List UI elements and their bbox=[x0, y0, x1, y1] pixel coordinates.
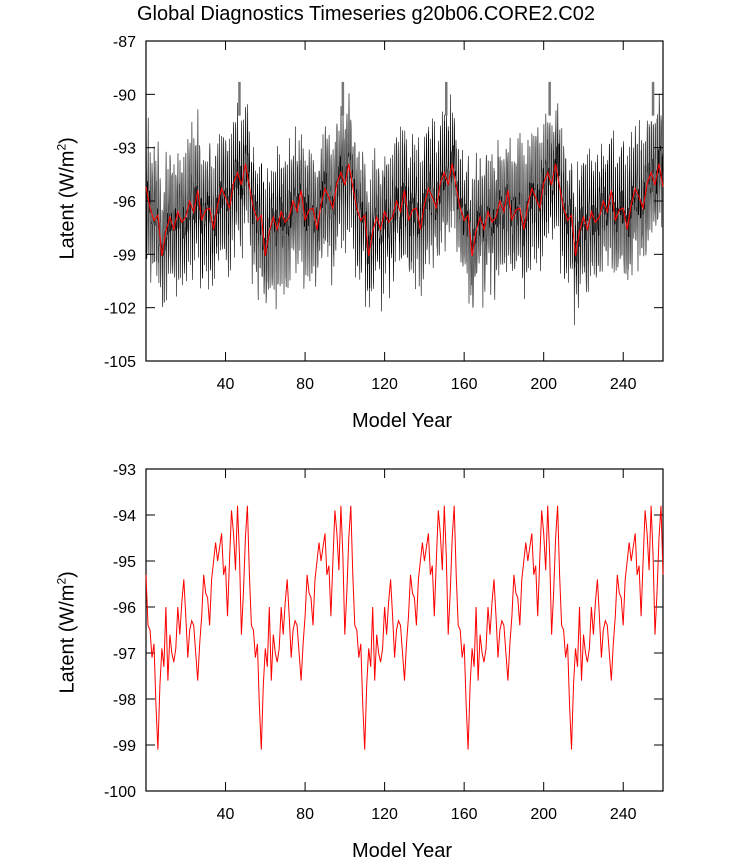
chart-bottom-y-tick-label: -97 bbox=[113, 646, 136, 663]
chart-top-y-tick-label: -96 bbox=[113, 194, 136, 211]
chart-bottom-y-tick-label: -96 bbox=[113, 600, 136, 617]
chart-bottom-x-tick-label: 120 bbox=[371, 806, 398, 823]
chart-top-y-axis-label: Latent (W/m2) bbox=[55, 128, 80, 268]
chart-top-x-tick-label: 200 bbox=[530, 376, 557, 393]
chart-top-x-tick-label: 240 bbox=[610, 376, 637, 393]
figure-title: Global Diagnostics Timeseries g20b06.COR… bbox=[137, 3, 595, 25]
chart-bottom-y-axis-label: Latent (W/m2) bbox=[55, 562, 80, 702]
chart-top-y-axis-label-tail: ) bbox=[56, 137, 79, 144]
chart-bottom-x-tick-label: 40 bbox=[217, 806, 235, 823]
chart-top-y-tick-label: -87 bbox=[113, 34, 136, 51]
chart-top-x-tick-label: 120 bbox=[371, 376, 398, 393]
chart-bottom-y-tick-label: -93 bbox=[113, 462, 136, 479]
chart-bottom-y-tick-label: -99 bbox=[113, 738, 136, 755]
chart-bottom-annual-series-line bbox=[145, 505, 664, 750]
chart-top-y-axis-label-sup: 2 bbox=[54, 143, 69, 151]
chart-top-annual-mean-series-line bbox=[145, 163, 664, 257]
chart-bottom-y-tick-label: -95 bbox=[113, 554, 136, 571]
chart-bottom-x-axis-label: Model Year bbox=[352, 840, 453, 862]
chart-top-x-tick-label: 80 bbox=[296, 376, 314, 393]
chart-bottom-y-axis-label-tail: ) bbox=[56, 571, 79, 578]
chart-top-x-tick-label: 160 bbox=[451, 376, 478, 393]
chart-bottom-y-axis-label-main: Latent (W/m bbox=[56, 584, 79, 694]
chart-bottom-x-tick-label: 200 bbox=[530, 806, 557, 823]
chart-top-y-tick-label: -99 bbox=[113, 247, 136, 264]
chart-bottom-y-axis-label-sup: 2 bbox=[54, 577, 69, 585]
chart-bottom-x-tick-label: 240 bbox=[610, 806, 637, 823]
chart-top-y-tick-label: -105 bbox=[104, 354, 136, 371]
chart-bottom-y-tick-label: -100 bbox=[104, 784, 136, 801]
chart-bottom-latent-annual: 40 80 120 160 200 240 -93 -94 -95 -96 -97 -98 -99 -10… bbox=[104, 462, 664, 823]
chart-top-y-tick-label: -93 bbox=[113, 141, 136, 158]
chart-top-x-tick-label: 40 bbox=[217, 376, 235, 393]
chart-top-y-tick-label: -90 bbox=[113, 87, 136, 104]
chart-bottom-x-tick-label: 80 bbox=[296, 806, 314, 823]
chart-bottom-y-tick-label: -98 bbox=[113, 692, 136, 709]
chart-bottom-x-tick-label: 160 bbox=[451, 806, 478, 823]
chart-top-y-axis-label-main: Latent (W/m bbox=[56, 150, 79, 260]
chart-top-latent-timeseries: 40 80 120 160 200 240 -87 -90 -93 -96 -99 -102 -105 bbox=[104, 34, 664, 393]
chart-top-x-axis-label: Model Year bbox=[352, 410, 453, 432]
chart-bottom-y-tick-label: -94 bbox=[113, 508, 136, 525]
chart-top-monthly-series-line bbox=[145, 93, 664, 326]
chart-bottom-plot-frame bbox=[145, 468, 664, 792]
chart-top-y-tick-label: -102 bbox=[104, 301, 136, 318]
